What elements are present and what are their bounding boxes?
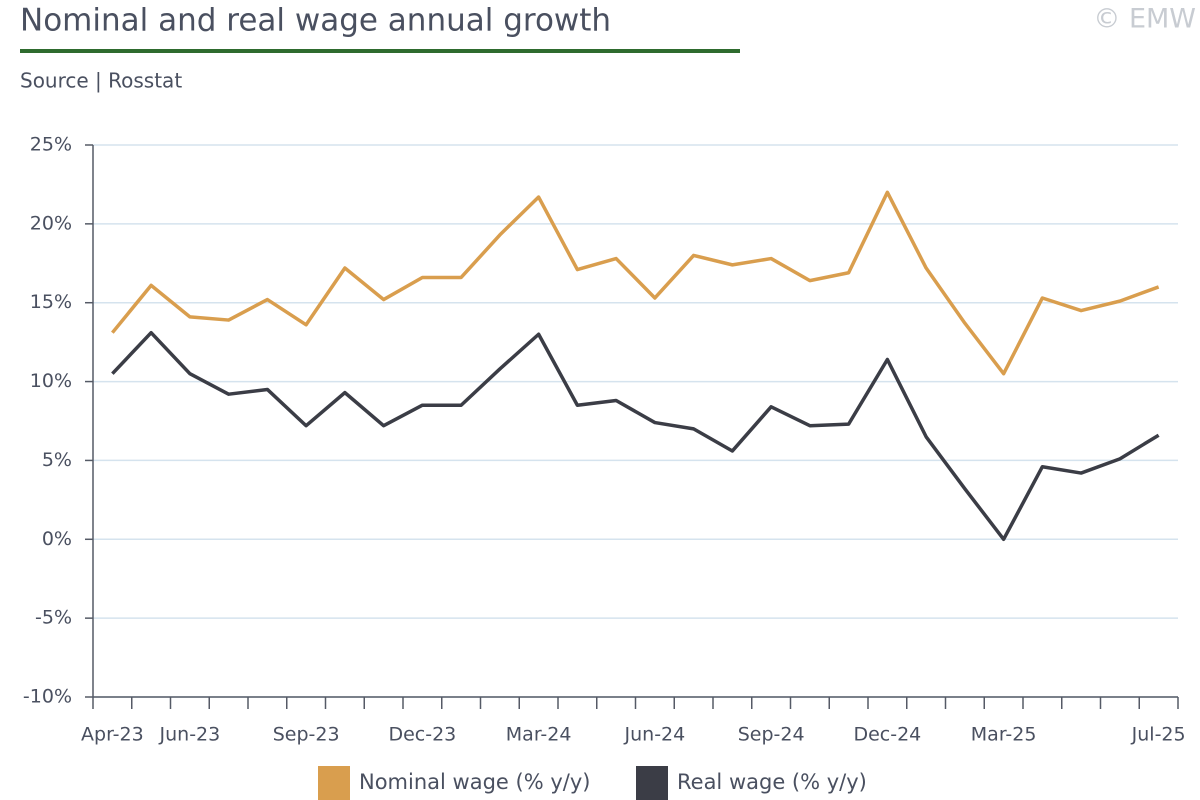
y-tick-label: 10%: [30, 370, 72, 392]
y-tick-label: 20%: [30, 212, 72, 234]
x-tick-label: Apr-23: [81, 724, 144, 746]
y-tick-label: -5%: [35, 607, 72, 629]
legend-label: Nominal wage (% y/y): [359, 770, 590, 794]
x-tick-label: Dec-24: [853, 724, 921, 746]
title-underline: [20, 49, 740, 53]
legend-swatch: [636, 766, 668, 800]
y-tick-label: -10%: [23, 686, 72, 708]
x-tick-label: Mar-25: [971, 724, 1037, 746]
subtitle: Source | Rosstat: [20, 69, 182, 93]
x-tick-label: Jul-25: [1131, 724, 1186, 746]
credit: © EMW: [1093, 4, 1196, 35]
x-tick-label: Jun-23: [159, 724, 221, 746]
x-tick-label: Mar-24: [506, 724, 572, 746]
chart-title: Nominal and real wage annual growth: [20, 3, 611, 39]
legend-swatch: [318, 766, 350, 800]
y-tick-label: 0%: [42, 528, 72, 550]
line: [111, 190, 1160, 376]
x-tick-label: Sep-23: [273, 724, 340, 746]
y-tick-label: 5%: [42, 449, 72, 471]
legend-label: Real wage (% y/y): [677, 770, 867, 794]
x-tick-label: Jun-24: [624, 724, 686, 746]
line: [111, 330, 1160, 542]
x-tick-label: Sep-24: [738, 724, 805, 746]
x-tick-label: Dec-23: [388, 724, 456, 746]
y-tick-label: 25%: [30, 134, 72, 156]
y-tick-label: 15%: [30, 291, 72, 313]
